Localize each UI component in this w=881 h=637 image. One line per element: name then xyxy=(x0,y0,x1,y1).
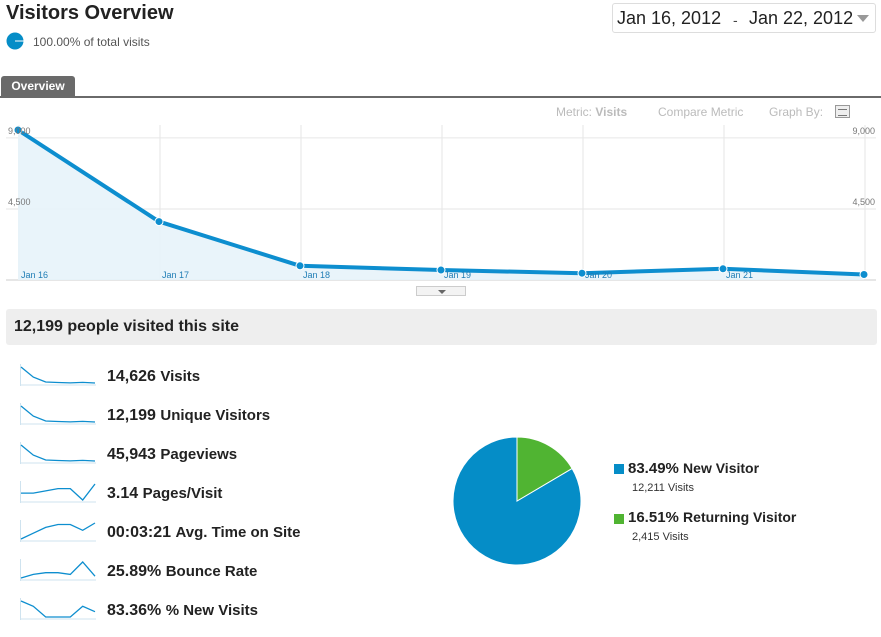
metric-row[interactable]: 45,943 Pageviews xyxy=(20,442,380,466)
data-point xyxy=(436,265,446,275)
x-tick-label: Jan 20 xyxy=(585,270,612,280)
visitor-type-pie xyxy=(452,436,582,566)
y-tick-label: 9,000 xyxy=(852,126,875,136)
metric-value: Visits xyxy=(595,105,628,119)
date-end: Jan 22, 2012 xyxy=(749,8,854,28)
metric-value: 25.89% Bounce Rate xyxy=(107,563,257,581)
y-tick-label: 4,500 xyxy=(8,197,31,207)
x-tick-label: Jan 21 xyxy=(726,270,753,280)
metric-value: 83.36% % New Visits xyxy=(107,602,258,620)
compare-metric-button[interactable]: Compare Metric xyxy=(658,105,744,119)
metric-number: 12,199 xyxy=(107,407,156,424)
pie-slice-new-visitor xyxy=(452,436,582,566)
metric-number: 83.36% xyxy=(107,602,162,619)
metric-label: Metric: xyxy=(556,105,592,119)
metric-row[interactable]: 25.89% Bounce Rate xyxy=(20,559,380,583)
metric-row[interactable]: 83.36% % New Visits xyxy=(20,598,380,622)
date-range-picker[interactable]: Jan 16, 2012 - Jan 22, 2012 xyxy=(612,3,876,33)
legend-new-percent: 83.49% xyxy=(628,460,679,477)
legend-returning-label: Returning Visitor xyxy=(683,509,797,525)
segment-label: 100.00% of total visits xyxy=(33,35,150,49)
data-point xyxy=(295,261,305,271)
graph-by-icon[interactable] xyxy=(835,105,850,118)
legend-new-sub: 12,211 Visits xyxy=(632,482,694,494)
metric-label: % New Visits xyxy=(165,602,258,619)
legend-new-visitor: 83.49% New Visitor xyxy=(628,460,759,477)
segment-pie-icon xyxy=(6,32,24,50)
metric-number: 45,943 xyxy=(107,446,156,463)
metric-row[interactable]: 14,626 Visits xyxy=(20,364,380,388)
sparkline xyxy=(20,520,96,542)
legend-new-label: New Visitor xyxy=(683,460,760,476)
metric-value: 12,199 Unique Visitors xyxy=(107,407,270,425)
tab-overview[interactable]: Overview xyxy=(1,76,75,96)
x-tick-label: Jan 19 xyxy=(444,270,471,280)
visits-chart: 9,000 4,500 9,000 4,500 Jan 16 Jan 17 Jan 18 Ja… xyxy=(6,125,876,281)
summary-text: 12,199 people visited this site xyxy=(14,318,239,335)
sparkline xyxy=(20,364,96,386)
metric-label: Pageviews xyxy=(160,446,238,463)
metric-number: 00:03:21 xyxy=(107,524,172,541)
legend-swatch-new xyxy=(614,464,624,474)
y-tick-label: 9,000 xyxy=(8,126,31,136)
metric-value: 00:03:21 Avg. Time on Site xyxy=(107,524,301,542)
data-point xyxy=(154,217,164,227)
metric-label: Bounce Rate xyxy=(165,563,258,580)
x-tick-label: Jan 18 xyxy=(303,270,330,280)
chart-expand-handle[interactable] xyxy=(416,286,466,296)
x-tick-label: Jan 17 xyxy=(162,270,189,280)
legend-swatch-returning xyxy=(614,514,624,524)
data-point xyxy=(13,125,23,135)
data-point xyxy=(718,264,728,274)
metric-row[interactable]: 12,199 Unique Visitors xyxy=(20,403,380,427)
data-point xyxy=(577,268,587,278)
metric-label: Avg. Time on Site xyxy=(175,524,301,541)
chevron-down-icon[interactable] xyxy=(857,15,869,22)
page-title: Visitors Overview xyxy=(6,2,174,24)
sparkline xyxy=(20,559,96,581)
metric-value: 45,943 Pageviews xyxy=(107,446,237,464)
sparkline xyxy=(20,481,96,503)
metric-number: 25.89% xyxy=(107,563,162,580)
legend-returning-percent: 16.51% xyxy=(628,509,679,526)
date-start: Jan 16, 2012 xyxy=(617,8,722,28)
date-separator: - xyxy=(733,12,738,28)
y-tick-label: 4,500 xyxy=(852,197,875,207)
sparkline xyxy=(20,598,96,620)
metric-label: Pages/Visit xyxy=(142,485,223,502)
legend-returning-sub: 2,415 Visits xyxy=(632,531,689,543)
series-area xyxy=(18,130,864,280)
metric-label: Unique Visitors xyxy=(160,407,271,424)
metric-value: 14,626 Visits xyxy=(107,368,200,386)
x-tick-label: Jan 16 xyxy=(21,270,48,280)
metric-label: Visits xyxy=(160,368,201,385)
graph-by-label: Graph By: xyxy=(769,105,824,119)
sparkline xyxy=(20,442,96,464)
metric-row[interactable]: 00:03:21 Avg. Time on Site xyxy=(20,520,380,544)
legend-returning-visitor: 16.51% Returning Visitor xyxy=(628,509,796,526)
metric-number: 3.14 xyxy=(107,485,139,502)
tab-divider xyxy=(0,96,881,98)
data-point xyxy=(859,269,869,279)
metric-number: 14,626 xyxy=(107,368,156,385)
pie-slice-returning-visitor xyxy=(516,436,573,502)
metric-row[interactable]: 3.14 Pages/Visit xyxy=(20,481,380,505)
metric-value: 3.14 Pages/Visit xyxy=(107,485,222,503)
metric-selector[interactable]: Metric: Visits xyxy=(556,105,627,119)
summary-bar: 12,199 people visited this site xyxy=(6,309,877,345)
sparkline xyxy=(20,403,96,425)
